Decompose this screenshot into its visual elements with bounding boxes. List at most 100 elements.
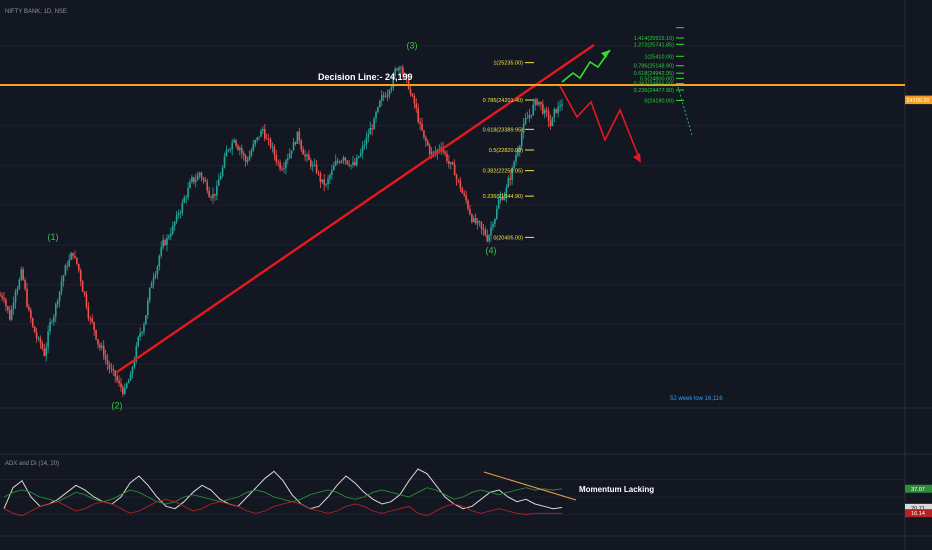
candle-body (405, 74, 408, 78)
price-badge (905, 96, 932, 105)
candle-body (254, 140, 256, 145)
candle-body (81, 281, 84, 292)
candle-body (471, 214, 473, 222)
candle-body (384, 96, 387, 98)
fib-ext-label: 0.786(25148.90) (634, 64, 675, 70)
candle-body (22, 269, 24, 280)
52-week-low-label: 52 week low 16,116 (670, 396, 723, 402)
candle-body (409, 89, 412, 94)
candle-body (263, 129, 266, 139)
candle-body (517, 150, 519, 156)
candle-body (421, 123, 423, 131)
candle-body (480, 221, 483, 229)
candle-body (265, 138, 268, 140)
candle-body (317, 172, 320, 174)
candle-body (237, 145, 239, 151)
candle-body (286, 158, 289, 161)
candle-body (110, 368, 113, 370)
candle-body (545, 110, 548, 112)
candle-body (244, 155, 247, 162)
decision-line-label: Decision Line:- 24,199 (318, 72, 413, 82)
candle-body (198, 172, 201, 176)
candle-body (331, 170, 333, 175)
candle-body (240, 147, 243, 153)
fib-retracement: 1(25235.00) 0.786(24201.40) 0.618(23389.95… (483, 61, 534, 241)
candle-body (31, 318, 34, 327)
candle-body (520, 132, 523, 147)
candle-body (72, 252, 74, 256)
candle-body (273, 146, 276, 156)
candle-body (538, 101, 540, 105)
candle-body (549, 120, 552, 127)
di-minus-line (3, 498, 562, 517)
candle-body (425, 137, 427, 142)
fib-ext-label: 0.236(24477.90) (634, 88, 675, 94)
candle-body (415, 103, 418, 109)
candle-body (522, 123, 525, 133)
candle-body (58, 291, 61, 302)
candle-body (0, 295, 1, 297)
candle-body (413, 96, 416, 104)
candle-body (212, 193, 214, 199)
candle-body (350, 165, 352, 167)
candle-body (543, 110, 546, 114)
candle-body (114, 370, 117, 377)
candle-body (382, 95, 385, 97)
candle-body (419, 121, 421, 124)
fib-extension: 1.414(25915.10)1.272(25741.85) 1(25410.00… (634, 27, 684, 104)
candle-body (5, 299, 7, 307)
candle-body (45, 347, 47, 356)
candle-body (325, 184, 327, 186)
candle-body (118, 380, 120, 384)
fib-level-label: 0.382(22250.05) (483, 169, 524, 175)
candle-body (53, 316, 55, 322)
candle-body (451, 162, 454, 165)
candle-body (76, 257, 78, 264)
candle-body (536, 99, 538, 105)
candle-body (62, 275, 65, 282)
candle-body (449, 162, 452, 164)
candle-body (402, 67, 404, 74)
candle-body (133, 360, 136, 368)
bullish-projection-path[interactable] (561, 49, 611, 83)
wave-label: (3) (407, 41, 418, 51)
candle-body (95, 329, 97, 340)
indicator-title[interactable]: ADX and DI (14, 20) (5, 461, 59, 467)
indicator-badge-label: 20.71 (911, 506, 925, 512)
candle-body (367, 134, 370, 138)
candle-body (248, 155, 251, 161)
candle-body (497, 200, 500, 209)
fib-ext-label: 0.618(24942.95) (634, 71, 675, 77)
candle-body (171, 226, 174, 234)
fib-level-label: 0.618(23389.95) (483, 127, 524, 133)
candle-body (267, 139, 270, 140)
candle-body (292, 142, 295, 151)
indicator-badge-label: 37.07 (911, 487, 925, 493)
wave-label: (4) (486, 245, 497, 255)
candle-body (530, 114, 533, 116)
candle-body (127, 380, 130, 384)
candle-body (526, 118, 529, 119)
candle-body (141, 331, 143, 334)
candle-body (170, 233, 172, 237)
dotted-projection (677, 86, 693, 136)
trendline[interactable] (116, 44, 595, 373)
candle-body (333, 165, 335, 171)
indicator-badge (905, 503, 932, 512)
price-badges: 24227.4024199.20 (905, 95, 932, 105)
candle-body (216, 185, 218, 196)
candle-body (398, 67, 400, 71)
indicator-badge (905, 484, 932, 493)
symbol-title[interactable]: NIFTY BANK, 1D, NSE (5, 9, 67, 15)
candle-body (223, 156, 226, 168)
candle-body (189, 181, 191, 189)
candle-body (340, 160, 343, 163)
candle-body (85, 294, 88, 307)
candle-body (231, 142, 233, 150)
momentum-trendline[interactable] (483, 471, 577, 501)
candle-body (432, 151, 435, 153)
candle-body (344, 157, 347, 161)
bearish-projection-path[interactable] (559, 85, 641, 161)
candle-body (294, 142, 297, 144)
